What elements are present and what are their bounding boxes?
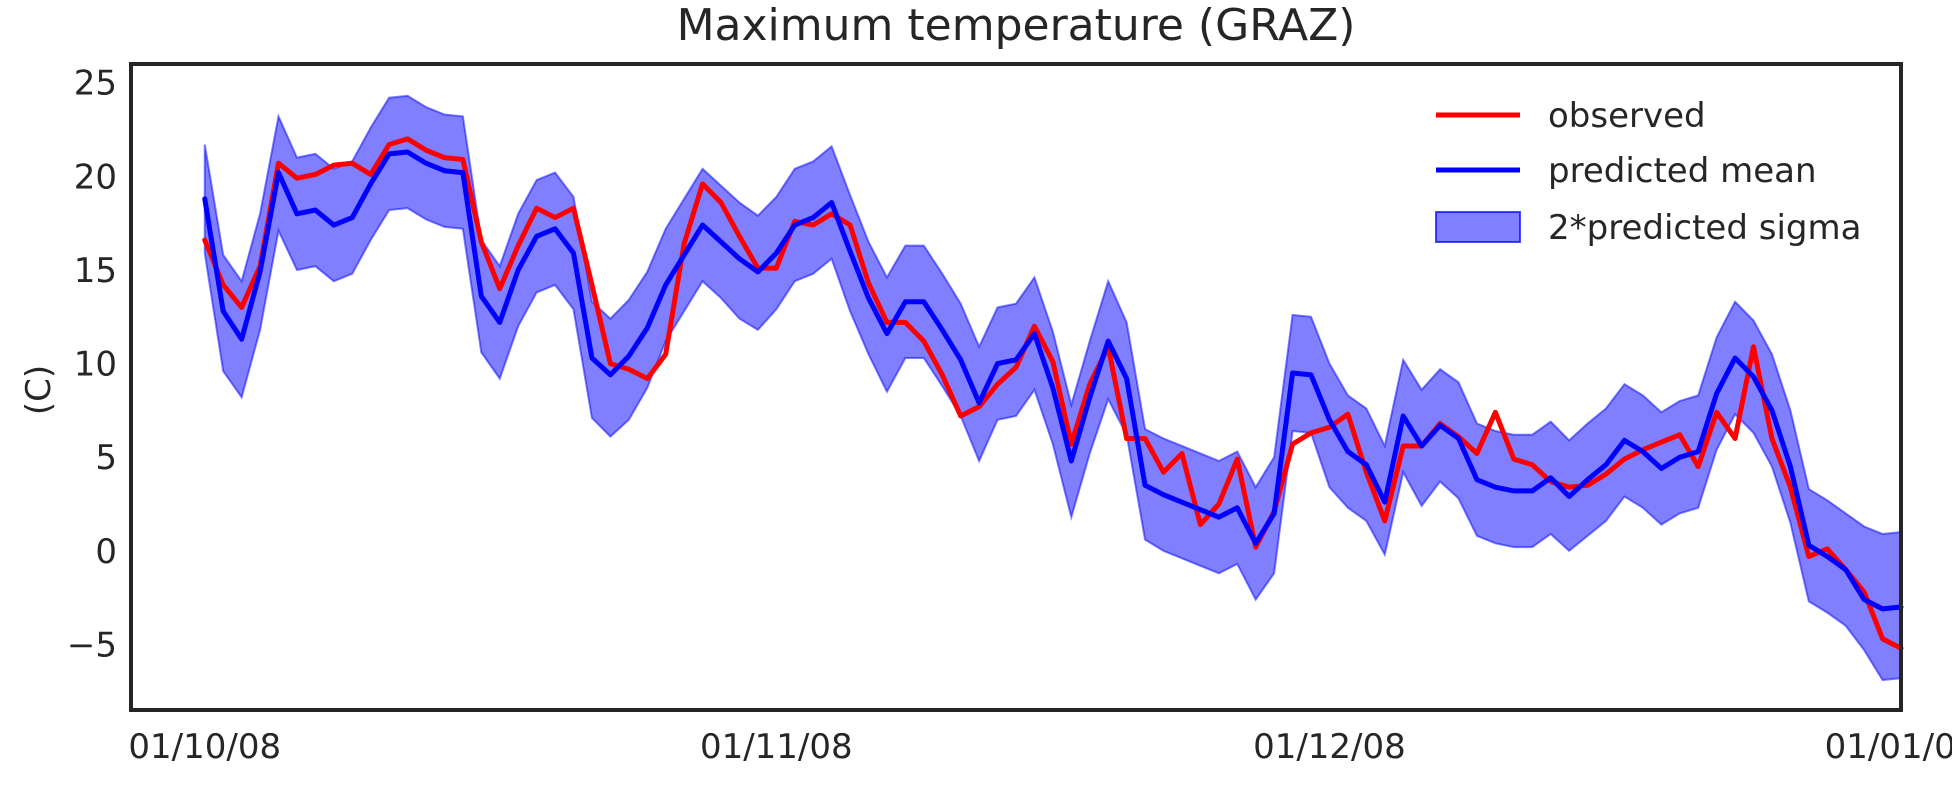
plot-area-frame [129, 62, 1903, 712]
observed-line [202, 136, 1904, 651]
y-tick-label: 25 [74, 64, 117, 104]
chart-title: Maximum temperature (GRAZ) [677, 0, 1356, 51]
y-tick-label: 20 [74, 157, 117, 197]
x-tick-label: 01/11/08 [700, 727, 853, 767]
x-tick-labels: 01/10/08 01/11/08 01/12/08 01/01/09 [128, 727, 1952, 767]
predicted-mean-line [202, 149, 1904, 612]
x-tick-label: 01/01/09 [1825, 727, 1952, 767]
legend-observed-label: observed [1548, 96, 1706, 136]
legend-sigma-swatch [1435, 211, 1521, 243]
x-tick-label: 01/10/08 [128, 727, 281, 767]
x-tick-label: 01/12/08 [1253, 727, 1406, 767]
y-tick-labels: 25 20 15 10 5 0 −5 [67, 64, 117, 666]
y-tick-label: 0 [95, 532, 117, 572]
y-tick-label: 15 [74, 251, 117, 291]
legend-sigma-label: 2*predicted sigma [1548, 208, 1861, 248]
y-axis-label: (C) [19, 365, 59, 415]
legend-predicted-mean-label: predicted mean [1548, 151, 1817, 191]
y-tick-label: 5 [95, 438, 117, 478]
y-tick-label: −5 [67, 625, 117, 665]
y-tick-label: 10 [74, 345, 117, 385]
series-line-layer [202, 136, 1904, 651]
legend: observed predicted mean 2*predicted sigm… [1435, 96, 1861, 248]
